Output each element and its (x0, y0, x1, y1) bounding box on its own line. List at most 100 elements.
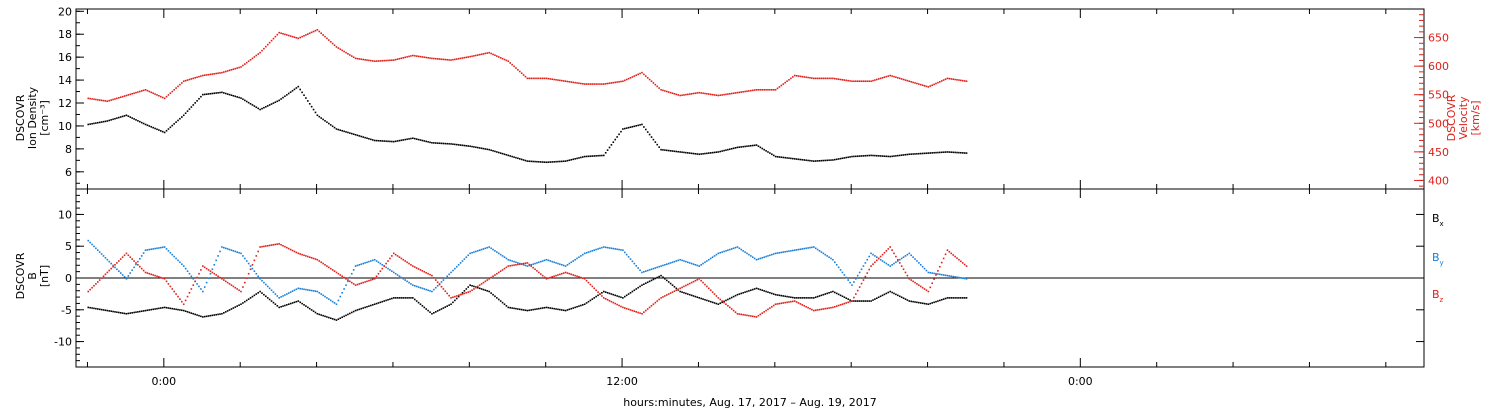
by-point (295, 288, 298, 291)
bz-point (761, 312, 764, 314)
by-point (100, 253, 103, 255)
velocity-point (244, 63, 246, 65)
bx-point (224, 311, 227, 313)
velocity-point (881, 77, 884, 79)
bx-point (849, 299, 851, 301)
velocity-point (618, 81, 620, 83)
bz-point (545, 278, 548, 280)
by-point (226, 248, 229, 250)
density-point (522, 159, 525, 161)
velocity-point (362, 58, 365, 61)
velocity-point (318, 30, 321, 33)
bz-point (835, 305, 838, 307)
bx-point (354, 309, 357, 312)
by-point (635, 264, 638, 267)
by-point (748, 253, 750, 256)
velocity-point (935, 82, 937, 85)
x-tick-label: 0:00 (151, 375, 176, 388)
density-point (106, 120, 109, 122)
bx-point (318, 313, 321, 316)
bx-point (242, 302, 244, 304)
velocity-point (98, 99, 101, 101)
velocity-point (895, 76, 897, 79)
bz-point (194, 280, 196, 283)
bx-point (732, 295, 735, 298)
bz-point (459, 293, 462, 296)
density-point (814, 160, 817, 162)
velocity-point (765, 89, 767, 91)
velocity-point (223, 71, 225, 73)
bz-point (421, 270, 424, 272)
bx-point (612, 293, 615, 296)
bx-point (881, 294, 884, 297)
density-point (750, 144, 752, 147)
by-point (656, 266, 659, 269)
by-point (221, 246, 223, 248)
velocity-point (473, 55, 475, 57)
velocity-point (371, 60, 374, 62)
by-point (425, 288, 428, 291)
bz-point (876, 259, 878, 262)
bx-point (169, 307, 172, 310)
bz-point (845, 302, 848, 304)
velocity-point (517, 69, 519, 71)
velocity-point (963, 80, 966, 82)
velocity-point (738, 91, 741, 94)
velocity-point (528, 77, 531, 80)
density-point (167, 128, 170, 130)
velocity-point (221, 71, 223, 74)
density-point (597, 154, 599, 157)
bz-point (429, 273, 431, 276)
velocity-point (160, 95, 162, 98)
bz-point (347, 279, 349, 281)
bx-point (757, 288, 760, 290)
velocity-point (93, 98, 95, 101)
bz-point (377, 272, 380, 275)
bx-point (286, 304, 288, 306)
density-point (421, 139, 424, 142)
bz-point (104, 273, 107, 276)
density-point (587, 155, 590, 158)
by-point (610, 247, 613, 250)
bx-point (312, 310, 315, 313)
bz-point (476, 285, 479, 288)
bx-point (196, 314, 198, 316)
by-point (774, 252, 777, 255)
density-point (553, 161, 555, 163)
by-point (744, 251, 746, 253)
density-point (520, 158, 523, 161)
velocity-point (255, 54, 258, 57)
bx-point (431, 312, 433, 315)
density-point (425, 140, 428, 143)
y-tick-label-left: 16 (58, 51, 72, 64)
density-point (648, 133, 651, 136)
by-point (818, 250, 821, 252)
by-point (200, 288, 202, 290)
density-point (335, 128, 338, 130)
velocity-point (933, 83, 935, 86)
velocity-point (942, 79, 945, 81)
bz-point (828, 307, 830, 309)
bz-point (562, 272, 565, 274)
bx-point (266, 297, 269, 299)
by-point (690, 262, 693, 265)
bx-point (906, 299, 909, 301)
bx-point (213, 314, 216, 316)
bx-point (813, 297, 815, 299)
by-point (236, 251, 238, 253)
bz-point (818, 308, 821, 311)
bx-point (671, 284, 674, 286)
velocity-point (272, 37, 275, 40)
bz-point (690, 281, 693, 284)
velocity-point (727, 93, 729, 95)
bz-point (547, 277, 550, 279)
by-point (557, 262, 559, 265)
bx-point (307, 306, 309, 309)
by-point (874, 255, 876, 257)
by-point (207, 277, 210, 279)
density-point (224, 92, 227, 95)
density-point (797, 158, 800, 161)
density-point (864, 154, 867, 157)
velocity-point (337, 47, 340, 49)
bx-point (763, 290, 765, 292)
